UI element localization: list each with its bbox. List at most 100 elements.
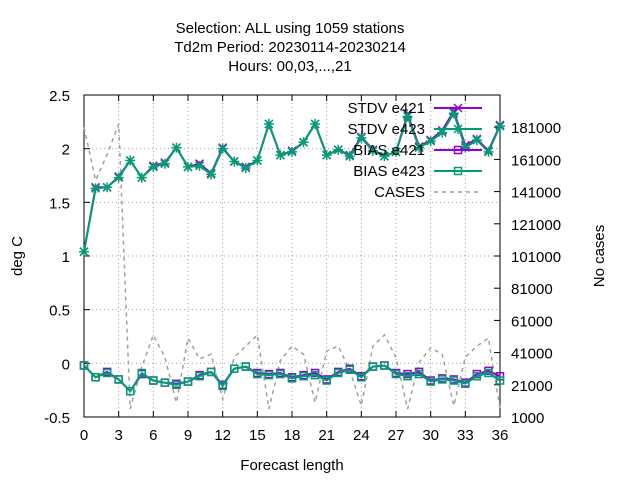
data-point [357,373,366,382]
data-point [276,369,285,379]
x-tick-label: 9 [184,427,192,444]
data-point [391,369,401,379]
legend-marker [453,145,463,155]
data-point [437,127,448,138]
data-point [90,183,101,194]
data-point [149,376,158,385]
data-point [322,376,331,385]
y2-axis-label: No cases [591,225,608,288]
data-point [253,369,262,379]
y2-tick-label: 81000 [511,281,553,298]
data-point [333,368,343,378]
data-point [414,369,424,379]
series [79,106,505,410]
x-tick-label: 3 [114,427,122,444]
legend-marker [453,103,463,113]
data-point [91,373,100,382]
y2-tick-label: 141000 [511,185,561,202]
data-point [356,132,367,143]
legend-label: BIAS e421 [353,142,425,159]
data-point [172,380,181,390]
data-point [114,375,123,384]
data-point [79,361,89,370]
y2-tick-label: 21000 [511,378,553,395]
y-tick-label: 2.5 [49,88,70,105]
y-tick-label: -0.5 [44,410,70,427]
legend-label: STDV e423 [347,121,425,138]
y2-tick-label: 41000 [511,346,553,363]
x-tick-label: 33 [457,427,474,444]
data-point [483,146,494,157]
data-point [102,182,113,193]
data-point [380,361,389,370]
data-point [263,118,274,129]
data-point [79,246,89,257]
x-tick-label: 18 [284,427,301,444]
data-point [160,378,170,387]
data-point [471,135,482,146]
data-point [240,162,251,173]
legend-marker [453,166,463,176]
y-tick-label: 2 [62,142,70,159]
legend-label: STDV e421 [347,100,425,117]
data-point [299,371,308,381]
x-tick-label: 21 [318,427,335,444]
data-point [218,381,227,391]
legend: STDV e421 STDV e423 BIAS e421 BIAS e423 CASE… [347,100,482,201]
data-point [183,161,193,172]
y2-tick-label: 61000 [511,313,553,330]
data-point [460,142,471,153]
data-point [195,371,204,381]
data-point [310,118,321,129]
x-tick-label: 30 [422,427,439,444]
y2-tick-label: 181000 [511,120,561,137]
data-point [194,160,205,171]
series-cases [83,123,501,410]
data-point [403,371,412,381]
data-point [448,108,459,119]
data-point [171,142,182,153]
y2-tick-label: 101000 [511,249,561,266]
data-point [206,169,217,180]
data-point [159,158,170,169]
x-tick-label: 36 [492,427,509,444]
y2-tick-label: 121000 [511,217,561,234]
y-tick-label: 1.5 [49,195,70,212]
x-tick-label: 0 [80,427,88,444]
data-point [206,367,216,377]
data-point [125,155,136,166]
legend-marker [453,124,463,134]
x-tick-label: 27 [388,427,405,444]
axis-ticks: 0 3 6 9 12 15 18 21 24 27 30 33 36-0.500.511.522.510… [44,88,561,444]
data-point [229,364,239,373]
data-point [367,145,378,156]
data-point [495,121,505,132]
data-point [345,365,355,375]
data-point [333,144,344,155]
data-point [484,368,493,378]
data-point [472,371,482,381]
data-point [148,161,159,172]
data-point [425,136,436,147]
data-point [495,376,505,385]
data-point [229,156,240,167]
data-point [321,150,332,161]
data-point [241,362,251,371]
grid [84,95,500,417]
data-point [183,377,193,386]
series-line [83,364,501,393]
data-point [379,151,390,162]
x-tick-label: 15 [249,427,266,444]
legend-label: CASES [374,184,425,201]
title-line: Selection: ALL using 1059 stations [176,20,405,37]
title-line: Hours: 00,03,...,21 [228,58,351,75]
data-point [264,370,274,380]
data-point [136,172,147,183]
y-tick-label: 0 [62,356,70,373]
series-line [83,123,501,410]
y-tick-label: 0.5 [49,303,70,320]
series-stdv-e423 [79,108,505,257]
title-line: Td2m Period: 20230114-20230214 [174,39,406,56]
legend-label: BIAS e423 [353,163,425,180]
data-point [217,143,228,154]
